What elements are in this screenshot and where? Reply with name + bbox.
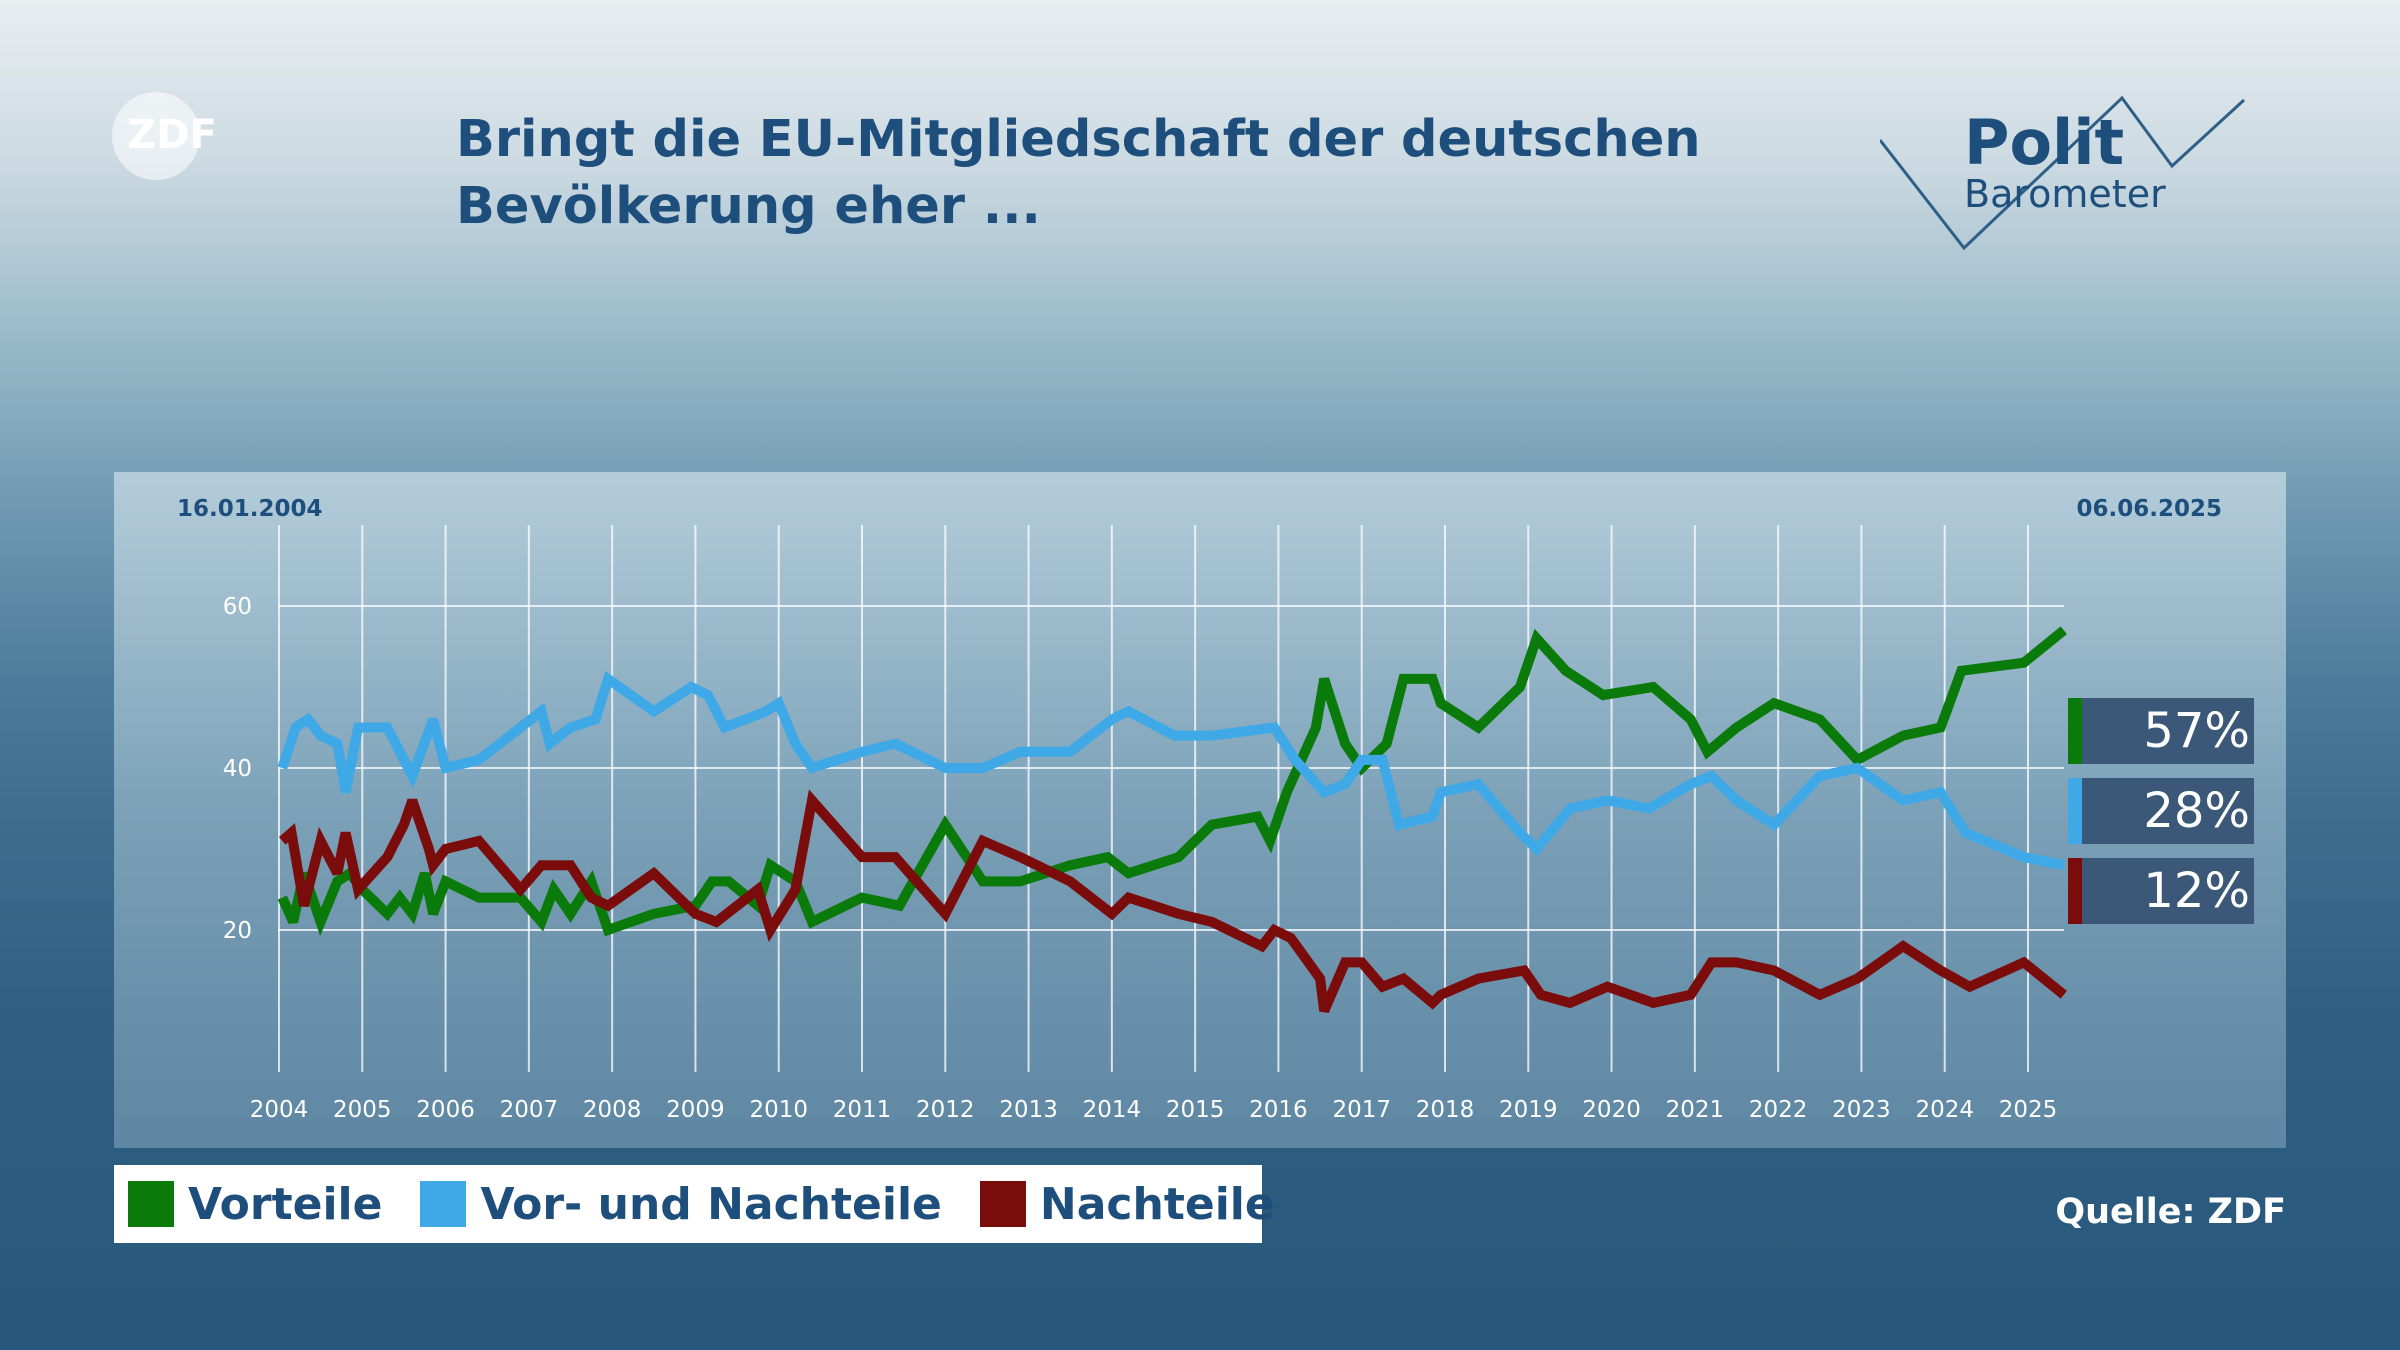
value-badge-stripe [2068, 778, 2082, 844]
x-tick-label-2006: 2006 [416, 1097, 475, 1123]
x-tick-label-2013: 2013 [999, 1097, 1058, 1123]
x-tick-label-2009: 2009 [666, 1097, 725, 1123]
politbarometer-logo-polit: Polit [1964, 106, 2125, 179]
zdf-logo-text: ZDF [127, 112, 217, 158]
x-tick-label-2005: 2005 [333, 1097, 392, 1123]
value-badge-2: 28% [2068, 778, 2254, 844]
page-title: Bringt die EU-Mitgliedschaft der deutsch… [456, 106, 1756, 240]
y-tick-label-20: 20 [223, 918, 252, 944]
value-badge-3: 12% [2068, 858, 2254, 924]
value-badge-stripe [2068, 698, 2082, 764]
value-badge-1: 57% [2068, 698, 2254, 764]
x-tick-label-2021: 2021 [1666, 1097, 1725, 1123]
value-badge-stripe [2068, 858, 2082, 924]
legend-item-3: Nachteile [979, 1178, 1275, 1230]
source-label: Quelle: ZDF [2055, 1192, 2286, 1232]
title-line-1: Bringt die EU-Mitgliedschaft der deutsch… [456, 110, 1701, 169]
politbarometer-logo-barometer: Barometer [1964, 172, 2166, 216]
value-badge-text: 57% [2143, 703, 2250, 759]
x-tick-label-2016: 2016 [1249, 1097, 1308, 1123]
politbarometer-logo: Polit Barometer [1880, 96, 2250, 256]
legend-swatch [420, 1181, 467, 1227]
x-tick-label-2018: 2018 [1416, 1097, 1475, 1123]
x-tick-label-2025: 2025 [1999, 1097, 2058, 1123]
legend-swatch [979, 1181, 1026, 1227]
legend-label: Nachteile [1039, 1178, 1275, 1230]
x-tick-label-2011: 2011 [833, 1097, 892, 1123]
legend-item-2: Vor- und Nachteile [420, 1178, 942, 1230]
line-chart: 2004 2005 2006 2007 2008 2009 2010 2011 2012 2013… [177, 496, 2222, 1123]
title-line-2: Bevölkerung eher ... [456, 177, 1041, 236]
legend-swatch [128, 1181, 174, 1227]
value-badge-text: 12% [2143, 863, 2250, 919]
legend-item-1: Vorteile [128, 1179, 382, 1230]
value-badge-text: 28% [2143, 783, 2250, 839]
x-tick-label-2017: 2017 [1332, 1097, 1391, 1123]
legend-label: Vorteile [188, 1178, 383, 1230]
date-start-label: 16.01.2004 [177, 496, 323, 522]
y-tick-label-60: 60 [223, 594, 252, 620]
zdf-logo: ZDF [112, 90, 272, 182]
x-tick-label-2012: 2012 [916, 1097, 975, 1123]
x-tick-label-2007: 2007 [500, 1097, 559, 1123]
x-tick-label-2014: 2014 [1083, 1097, 1142, 1123]
chart-panel: 2004 2005 2006 2007 2008 2009 2010 2011 2012 2013… [114, 472, 2286, 1148]
x-tick-label-2024: 2024 [1915, 1097, 1974, 1123]
series-line-3 [278, 789, 2067, 1013]
x-tick-label-2010: 2010 [749, 1097, 808, 1123]
series-line-1 [277, 626, 2067, 937]
legend: Vorteile Vor- und Nachteile Nachteile [114, 1165, 1275, 1243]
x-tick-label-2023: 2023 [1832, 1097, 1891, 1123]
x-tick-label-2022: 2022 [1749, 1097, 1808, 1123]
date-end-label: 06.06.2025 [2076, 496, 2222, 522]
legend-label: Vor- und Nachteile [480, 1178, 942, 1230]
series-line-2 [277, 670, 2065, 871]
x-tick-label-2004: 2004 [250, 1097, 309, 1123]
x-tick-label-2015: 2015 [1166, 1097, 1225, 1123]
x-tick-label-2019: 2019 [1499, 1097, 1558, 1123]
x-tick-label-2008: 2008 [583, 1097, 642, 1123]
x-tick-label-2020: 2020 [1582, 1097, 1641, 1123]
y-tick-label-40: 40 [223, 756, 252, 782]
